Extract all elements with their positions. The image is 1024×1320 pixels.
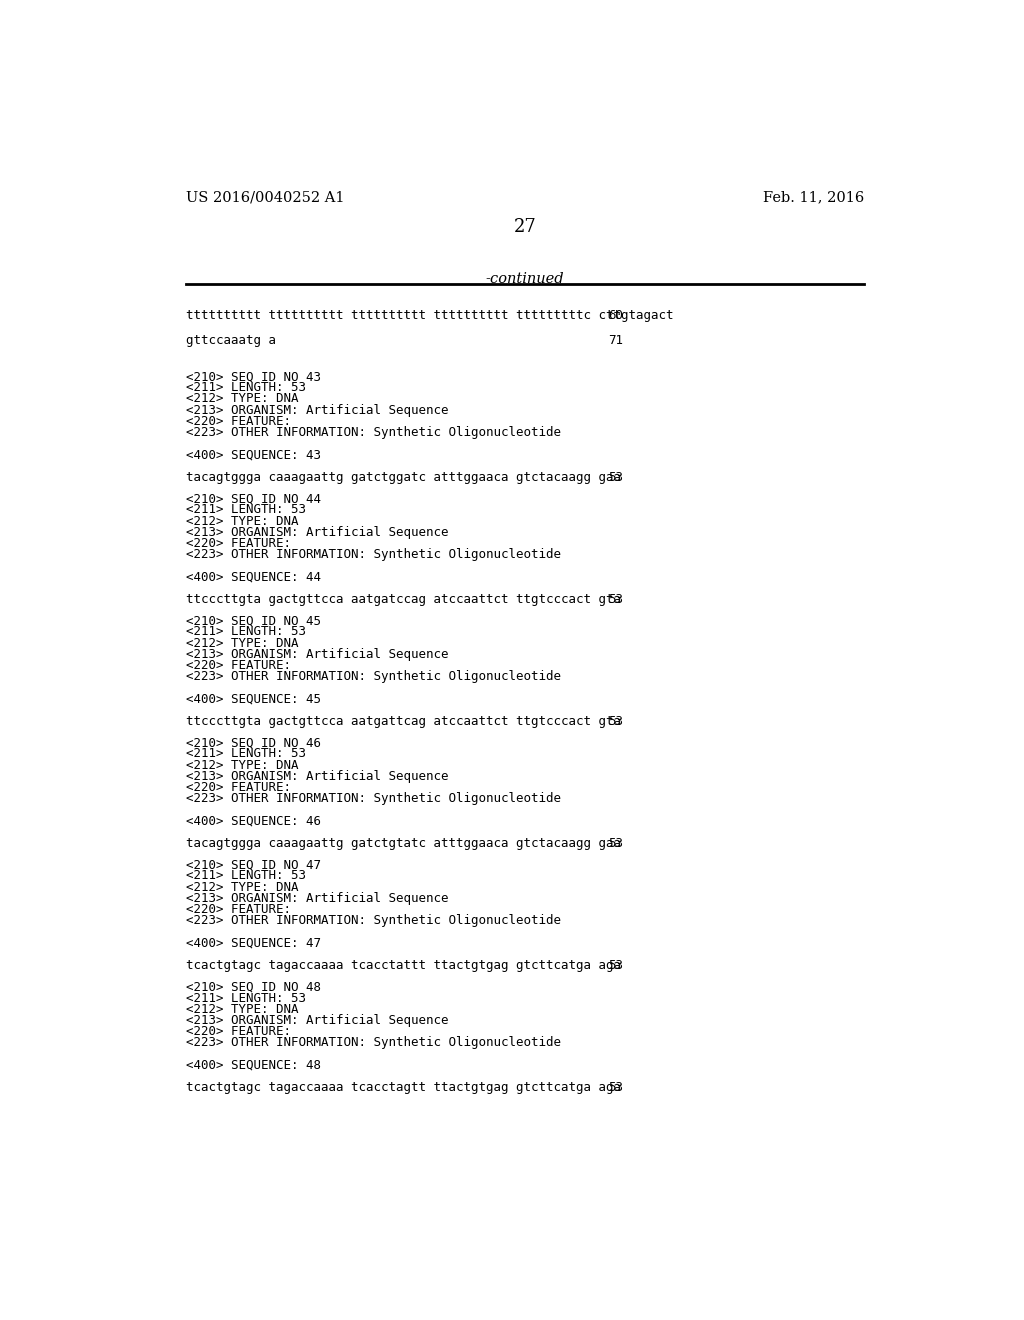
- Text: <212> TYPE: DNA: <212> TYPE: DNA: [186, 515, 299, 528]
- Text: <210> SEQ ID NO 45: <210> SEQ ID NO 45: [186, 614, 322, 627]
- Text: gttccaaatg a: gttccaaatg a: [186, 334, 276, 347]
- Text: 60: 60: [608, 309, 624, 322]
- Text: 53: 53: [608, 471, 624, 483]
- Text: tcactgtagc tagaccaaaa tcacctattt ttactgtgag gtcttcatga aga: tcactgtagc tagaccaaaa tcacctattt ttactgt…: [186, 958, 622, 972]
- Text: <223> OTHER INFORMATION: Synthetic Oligonucleotide: <223> OTHER INFORMATION: Synthetic Oligo…: [186, 671, 561, 682]
- Text: <211> LENGTH: 53: <211> LENGTH: 53: [186, 381, 306, 395]
- Text: <223> OTHER INFORMATION: Synthetic Oligonucleotide: <223> OTHER INFORMATION: Synthetic Oligo…: [186, 915, 561, 927]
- Text: <220> FEATURE:: <220> FEATURE:: [186, 537, 291, 550]
- Text: <400> SEQUENCE: 43: <400> SEQUENCE: 43: [186, 449, 322, 461]
- Text: <223> OTHER INFORMATION: Synthetic Oligonucleotide: <223> OTHER INFORMATION: Synthetic Oligo…: [186, 548, 561, 561]
- Text: <223> OTHER INFORMATION: Synthetic Oligonucleotide: <223> OTHER INFORMATION: Synthetic Oligo…: [186, 1036, 561, 1049]
- Text: <212> TYPE: DNA: <212> TYPE: DNA: [186, 392, 299, 405]
- Text: <213> ORGANISM: Artificial Sequence: <213> ORGANISM: Artificial Sequence: [186, 892, 449, 904]
- Text: <210> SEQ ID NO 47: <210> SEQ ID NO 47: [186, 858, 322, 871]
- Text: tcactgtagc tagaccaaaa tcacctagtt ttactgtgag gtcttcatga aga: tcactgtagc tagaccaaaa tcacctagtt ttactgt…: [186, 1081, 622, 1094]
- Text: <211> LENGTH: 53: <211> LENGTH: 53: [186, 626, 306, 639]
- Text: <223> OTHER INFORMATION: Synthetic Oligonucleotide: <223> OTHER INFORMATION: Synthetic Oligo…: [186, 792, 561, 805]
- Text: Feb. 11, 2016: Feb. 11, 2016: [763, 191, 864, 205]
- Text: ttcccttgta gactgttcca aatgatccag atccaattct ttgtcccact gta: ttcccttgta gactgttcca aatgatccag atccaat…: [186, 593, 622, 606]
- Text: <210> SEQ ID NO 43: <210> SEQ ID NO 43: [186, 370, 322, 383]
- Text: US 2016/0040252 A1: US 2016/0040252 A1: [186, 191, 345, 205]
- Text: <220> FEATURE:: <220> FEATURE:: [186, 414, 291, 428]
- Text: ttcccttgta gactgttcca aatgattcag atccaattct ttgtcccact gta: ttcccttgta gactgttcca aatgattcag atccaat…: [186, 714, 622, 727]
- Text: <220> FEATURE:: <220> FEATURE:: [186, 1026, 291, 1038]
- Text: tttttttttt tttttttttt tttttttttt tttttttttt tttttttttc cttgtagact: tttttttttt tttttttttt tttttttttt ttttttt…: [186, 309, 674, 322]
- Text: <212> TYPE: DNA: <212> TYPE: DNA: [186, 880, 299, 894]
- Text: <400> SEQUENCE: 47: <400> SEQUENCE: 47: [186, 936, 322, 949]
- Text: <210> SEQ ID NO 46: <210> SEQ ID NO 46: [186, 737, 322, 750]
- Text: <211> LENGTH: 53: <211> LENGTH: 53: [186, 870, 306, 883]
- Text: 53: 53: [608, 714, 624, 727]
- Text: <211> LENGTH: 53: <211> LENGTH: 53: [186, 503, 306, 516]
- Text: 27: 27: [513, 218, 537, 236]
- Text: 53: 53: [608, 958, 624, 972]
- Text: <220> FEATURE:: <220> FEATURE:: [186, 781, 291, 793]
- Text: <400> SEQUENCE: 44: <400> SEQUENCE: 44: [186, 570, 322, 583]
- Text: 53: 53: [608, 1081, 624, 1094]
- Text: <212> TYPE: DNA: <212> TYPE: DNA: [186, 636, 299, 649]
- Text: <213> ORGANISM: Artificial Sequence: <213> ORGANISM: Artificial Sequence: [186, 404, 449, 417]
- Text: <400> SEQUENCE: 45: <400> SEQUENCE: 45: [186, 693, 322, 705]
- Text: <211> LENGTH: 53: <211> LENGTH: 53: [186, 991, 306, 1005]
- Text: <210> SEQ ID NO 48: <210> SEQ ID NO 48: [186, 981, 322, 994]
- Text: 71: 71: [608, 334, 624, 347]
- Text: <223> OTHER INFORMATION: Synthetic Oligonucleotide: <223> OTHER INFORMATION: Synthetic Oligo…: [186, 426, 561, 440]
- Text: <220> FEATURE:: <220> FEATURE:: [186, 903, 291, 916]
- Text: <212> TYPE: DNA: <212> TYPE: DNA: [186, 759, 299, 772]
- Text: <213> ORGANISM: Artificial Sequence: <213> ORGANISM: Artificial Sequence: [186, 1014, 449, 1027]
- Text: <210> SEQ ID NO 44: <210> SEQ ID NO 44: [186, 492, 322, 506]
- Text: <220> FEATURE:: <220> FEATURE:: [186, 659, 291, 672]
- Text: tacagtggga caaagaattg gatctggatc atttggaaca gtctacaagg gaa: tacagtggga caaagaattg gatctggatc atttgga…: [186, 471, 622, 483]
- Text: <213> ORGANISM: Artificial Sequence: <213> ORGANISM: Artificial Sequence: [186, 525, 449, 539]
- Text: tacagtggga caaagaattg gatctgtatc atttggaaca gtctacaagg gaa: tacagtggga caaagaattg gatctgtatc atttgga…: [186, 837, 622, 850]
- Text: <211> LENGTH: 53: <211> LENGTH: 53: [186, 747, 306, 760]
- Text: <212> TYPE: DNA: <212> TYPE: DNA: [186, 1003, 299, 1015]
- Text: 53: 53: [608, 593, 624, 606]
- Text: <213> ORGANISM: Artificial Sequence: <213> ORGANISM: Artificial Sequence: [186, 770, 449, 783]
- Text: 53: 53: [608, 837, 624, 850]
- Text: -continued: -continued: [485, 272, 564, 286]
- Text: <400> SEQUENCE: 48: <400> SEQUENCE: 48: [186, 1059, 322, 1072]
- Text: <400> SEQUENCE: 46: <400> SEQUENCE: 46: [186, 814, 322, 828]
- Text: <213> ORGANISM: Artificial Sequence: <213> ORGANISM: Artificial Sequence: [186, 648, 449, 661]
